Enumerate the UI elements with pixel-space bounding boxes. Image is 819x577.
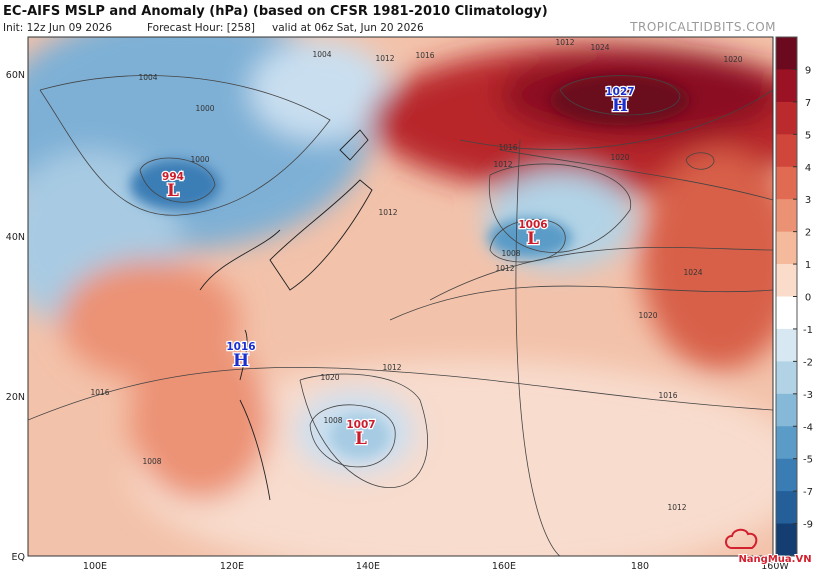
logo-cloud	[725, 528, 758, 549]
colorbar-label: -5	[803, 455, 813, 466]
center-value: 1007	[346, 419, 375, 431]
watermark: TROPICALTIDBITS.COM	[629, 20, 776, 34]
center-symbol: L	[167, 181, 179, 201]
center-symbol: L	[527, 229, 539, 249]
contour-label: 1016	[415, 51, 434, 60]
colorbar-segment	[776, 328, 797, 362]
contour-label: 1012	[378, 208, 397, 217]
lon-label: 120E	[220, 561, 244, 572]
colorbar-segment	[776, 37, 797, 70]
colorbar-segment	[776, 199, 797, 233]
colorbar-label: -2	[803, 357, 813, 368]
colorbar-segment	[776, 69, 797, 103]
colorbar-label: -3	[803, 390, 813, 401]
contour-label: 1016	[658, 391, 677, 400]
colorbar-segment	[776, 101, 797, 135]
colorbar-label: -1	[803, 325, 813, 336]
contour-label: 1012	[382, 363, 401, 372]
contour-label: 1020	[638, 311, 657, 320]
colorbar-label: 7	[805, 98, 811, 109]
lat-label: 20N	[6, 392, 25, 403]
lat-label: EQ	[12, 552, 25, 563]
contour-label: 1004	[138, 73, 157, 82]
center-symbol: H	[233, 351, 249, 371]
colorbar-label: 9	[805, 65, 811, 76]
colorbar-segment	[776, 264, 797, 297]
colorbar-label: 0	[805, 293, 811, 304]
contour-label: 1020	[610, 153, 629, 162]
contour-label: 1016	[90, 388, 109, 397]
center-value: 1006	[518, 219, 547, 231]
center-value: 1016	[226, 341, 255, 353]
contour-label: 1000	[190, 155, 209, 164]
colorbar-label: -7	[803, 487, 813, 498]
colorbar-label: 4	[805, 163, 811, 174]
colorbar-segment	[776, 166, 797, 200]
center-value: 994	[162, 171, 184, 183]
contour-label: 1024	[683, 268, 702, 277]
colorbar-segment	[776, 361, 797, 395]
contour-label: 1024	[590, 43, 609, 52]
colorbar-segment	[776, 231, 797, 265]
contour-label: 1004	[312, 50, 331, 59]
colorbar-segment	[776, 523, 797, 557]
colorbar-label: 3	[805, 195, 811, 206]
contour-label: 1008	[142, 457, 161, 466]
colorbar-label: 5	[805, 130, 811, 141]
contour-label: 1008	[501, 249, 520, 258]
lat-label: 60N	[6, 70, 25, 81]
colorbar-label: -9	[803, 520, 813, 531]
colorbar-segment	[776, 393, 797, 427]
title: EC-AIFS MSLP and Anomaly (hPa) (based on…	[3, 4, 548, 19]
center-symbol: H	[612, 96, 628, 116]
map-field	[28, 37, 773, 556]
lon-label: 160E	[492, 561, 516, 572]
valid-time: valid at 06z Sat, Jun 20 2026	[272, 22, 424, 34]
colorbar-label: -4	[803, 422, 813, 433]
lon-label: 160W	[761, 561, 789, 572]
colorbar-segment	[776, 296, 797, 330]
colorbar-label: 1	[805, 260, 811, 271]
lat-label: 40N	[6, 232, 25, 243]
colorbar-label: 2	[805, 228, 811, 239]
lon-label: 140E	[356, 561, 380, 572]
lon-label: 180	[631, 561, 649, 572]
contour-label: 1020	[320, 373, 339, 382]
center-symbol: L	[355, 429, 367, 449]
contour-label: 1012	[555, 38, 574, 47]
init: Init: 12z Jun 09 2026	[3, 22, 112, 34]
contour-label: 1012	[667, 503, 686, 512]
contour-label: 1016	[498, 143, 517, 152]
colorbar-segment	[776, 426, 797, 460]
contour-label: 1012	[375, 54, 394, 63]
colorbar-segment	[776, 491, 797, 525]
contour-label: 1008	[323, 416, 342, 425]
logo-text: NangMua.VN	[738, 554, 811, 565]
center-value: 1027	[605, 86, 634, 98]
lon-label: 100E	[83, 561, 107, 572]
contour-label: 1020	[723, 55, 742, 64]
contour-label: 1012	[495, 264, 514, 273]
colorbar-segment	[776, 458, 797, 492]
contour-label: 1012	[493, 160, 512, 169]
forecast-hour: Forecast Hour: [258]	[147, 22, 255, 34]
contour-label: 1000	[195, 104, 214, 113]
colorbar-segment	[776, 134, 797, 168]
